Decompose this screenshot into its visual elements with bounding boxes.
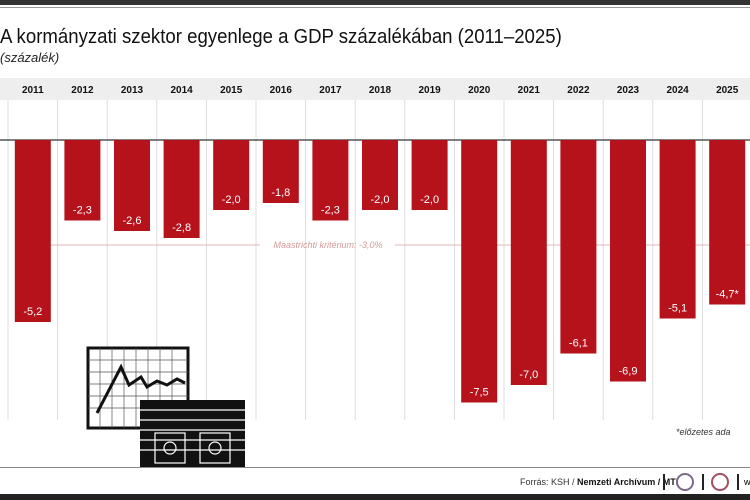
footnote: *előzetes ada [676, 427, 731, 437]
bar-value-label: -6,9 [619, 366, 638, 378]
bar-2012 [64, 140, 101, 221]
year-label: 2016 [270, 85, 293, 96]
bar-2020 [461, 140, 498, 403]
bar-value-label: -4,7* [716, 289, 740, 301]
bar-value-label: -2,6 [123, 215, 142, 227]
year-label: 2013 [121, 85, 144, 96]
chart-title: A kormányzati szektor egyenlege a GDP sz… [0, 26, 562, 48]
bar-2021 [510, 140, 547, 385]
chart-subtitle: (százalék) [0, 50, 60, 65]
separator [702, 474, 704, 490]
bar-value-label: -2,0 [420, 194, 439, 206]
year-label: 2017 [319, 85, 342, 96]
bar-value-label: -2,3 [73, 205, 92, 217]
source-bold: Nemzeti Archívum / MTI [577, 477, 679, 487]
bar-value-label: -7,5 [470, 387, 489, 399]
year-header-band [0, 78, 750, 100]
bar-value-label: -5,1 [668, 303, 687, 315]
year-label: 2024 [666, 85, 689, 96]
year-label: 2018 [369, 85, 392, 96]
year-label: 2021 [518, 85, 541, 96]
year-label: 2014 [170, 85, 193, 96]
year-label: 2019 [418, 85, 441, 96]
year-label: 2012 [71, 85, 94, 96]
bar-2015 [213, 140, 250, 210]
bar-2014 [163, 140, 200, 238]
bar-value-label: -2,3 [321, 205, 340, 217]
bar-value-label: -2,8 [172, 222, 191, 234]
bar-value-label: -2,0 [371, 194, 390, 206]
bar-value-label: -2,0 [222, 194, 241, 206]
year-label: 2020 [468, 85, 491, 96]
top-divider [0, 7, 750, 8]
year-label: 2011 [22, 85, 44, 96]
bar-chart: Maastrichti kritérium: -3,0% 2011 -5,2 2012… [0, 78, 750, 420]
bar-2019 [411, 140, 448, 210]
separator [737, 474, 739, 490]
bar-2011 [14, 140, 51, 322]
source-credit: Forrás: KSH / Nemzeti Archívum / MTI [520, 477, 678, 487]
year-label: 2015 [220, 85, 243, 96]
bar-value-label: -6,1 [569, 338, 588, 350]
mti-logo [711, 473, 729, 491]
bar-value-label: -1,8 [271, 187, 290, 199]
chart-and-money-icon [86, 346, 245, 468]
bar-2023 [610, 140, 646, 382]
bottom-bar [0, 494, 750, 500]
year-label: 2023 [617, 85, 640, 96]
reference-label: Maastrichti kritérium: -3,0% [273, 240, 382, 250]
mtva-logo [676, 473, 694, 491]
bar-2018 [362, 140, 398, 210]
year-label: 2025 [716, 85, 739, 96]
bar-value-label: -7,0 [519, 369, 538, 381]
bar-2024 [659, 140, 696, 319]
source-prefix: Forrás: KSH / [520, 477, 578, 487]
bar-2013 [114, 140, 150, 231]
bar-2022 [560, 140, 597, 354]
separator [663, 474, 665, 490]
footer-divider [0, 467, 750, 468]
website-text: w [744, 477, 750, 487]
top-bar [0, 0, 750, 5]
bar-2017 [312, 140, 349, 221]
bar-2025 [709, 140, 746, 305]
bar-value-label: -5,2 [23, 306, 42, 318]
bar-2016 [262, 140, 299, 203]
year-label: 2022 [567, 85, 590, 96]
